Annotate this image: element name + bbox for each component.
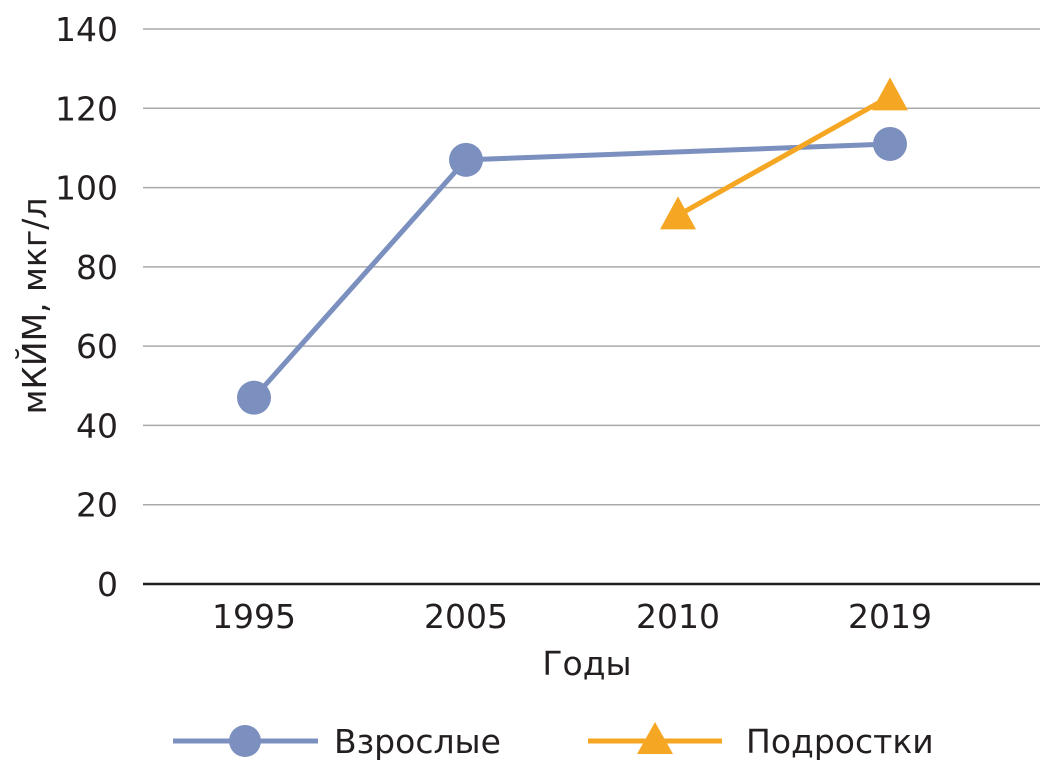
gridlines [143,28,1040,506]
y-tick-label: 40 [76,406,118,445]
series-line-teens [676,94,892,218]
y-axis-ticks: 0 20 40 60 80 100 120 140 [55,10,118,604]
data-point-circle [237,380,271,415]
data-point-triangle [872,77,908,111]
legend: Взрослые Подростки [173,722,934,761]
y-tick-label: 20 [76,486,118,525]
data-point-triangle [660,196,696,230]
legend-marker-circle [229,725,261,757]
y-tick-label: 0 [97,565,118,604]
series-line-adults [252,141,891,400]
x-tick-label: 1995 [212,597,296,636]
series-group [237,77,908,415]
data-point-circle [873,126,907,161]
x-axis-ticks: 1995 2005 2010 2019 [212,597,932,636]
legend-marker-triangle [637,722,673,754]
data-point-circle [449,142,483,177]
x-tick-label: 2010 [636,597,720,636]
legend-label-teens: Подростки [746,722,934,761]
y-tick-label: 120 [55,89,118,128]
legend-label-adults: Взрослые [334,722,501,761]
x-axis-label: Годы [542,644,631,683]
x-tick-label: 2005 [424,597,508,636]
y-tick-label: 100 [55,169,118,208]
y-tick-label: 140 [55,10,118,49]
x-tick-label: 2019 [848,597,932,636]
y-axis-label: мКЙМ, мкг/л [14,198,54,415]
y-tick-label: 80 [76,248,118,287]
y-tick-label: 60 [76,327,118,366]
